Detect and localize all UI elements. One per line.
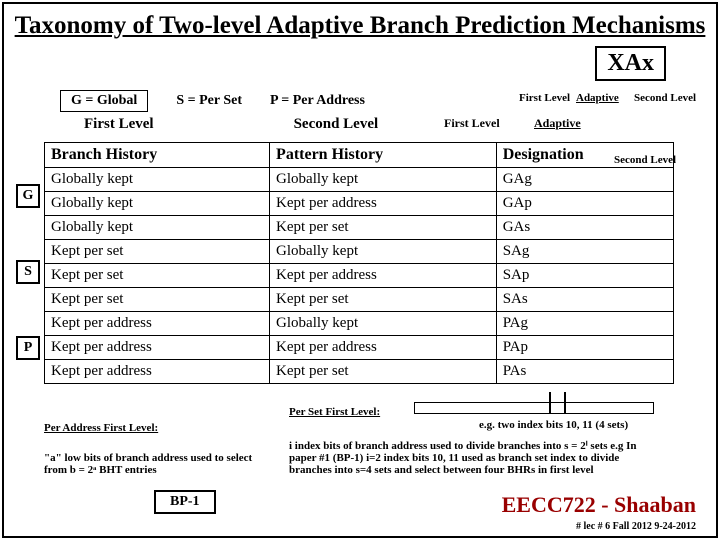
side-p: P xyxy=(16,336,40,360)
table-cell: Globally kept xyxy=(45,192,270,216)
legend-row: G = Global S = Per Set P = Per Address xyxy=(60,90,365,112)
xax-box: XAx xyxy=(595,46,666,81)
table-cell: Globally kept xyxy=(45,168,270,192)
table-cell: Kept per set xyxy=(45,288,270,312)
course-label: EECC722 - Shaaban xyxy=(502,492,696,518)
second-level-header: Second Level xyxy=(294,116,379,133)
table-cell: Globally kept xyxy=(45,216,270,240)
page-title: Taxonomy of Two-level Adaptive Branch Pr… xyxy=(4,4,716,41)
table-row: Kept per addressKept per setPAs xyxy=(45,360,674,384)
legend-s: S = Per Set xyxy=(176,93,242,109)
main-frame: Taxonomy of Two-level Adaptive Branch Pr… xyxy=(2,2,718,538)
table-cell: Kept per set xyxy=(270,288,497,312)
table-cell: Kept per address xyxy=(270,192,497,216)
table-header: Designation xyxy=(496,143,673,168)
table-cell: Kept per set xyxy=(270,216,497,240)
side-s: S xyxy=(16,260,40,284)
table-cell: SAp xyxy=(496,264,673,288)
table-cell: GAp xyxy=(496,192,673,216)
table-row: Globally keptGlobally keptGAg xyxy=(45,168,674,192)
table-cell: Globally kept xyxy=(270,168,497,192)
eg-mark-1 xyxy=(549,392,551,414)
table-header: Pattern History xyxy=(270,143,497,168)
legend-g: G = Global xyxy=(60,90,148,112)
legend-p: P = Per Address xyxy=(270,93,365,109)
table-cell: Globally kept xyxy=(270,312,497,336)
table-cell: Kept per address xyxy=(45,336,270,360)
table-cell: SAg xyxy=(496,240,673,264)
table-cell: Kept per set xyxy=(45,240,270,264)
table-cell: Kept per address xyxy=(45,360,270,384)
table-cell: Kept per address xyxy=(270,264,497,288)
table-cell: PAp xyxy=(496,336,673,360)
eg-mark-2 xyxy=(564,392,566,414)
side-labels: G S P xyxy=(16,184,40,360)
table-row: Kept per addressGlobally keptPAg xyxy=(45,312,674,336)
table-cell: SAs xyxy=(496,288,673,312)
bp1-box: BP-1 xyxy=(154,490,216,514)
first-level-header: First Level xyxy=(84,116,154,133)
adaptive-label-2: Adaptive xyxy=(534,116,581,131)
table-row: Globally keptKept per setGAs xyxy=(45,216,674,240)
first-level-label-1: First Level xyxy=(519,92,570,104)
header-row: First Level Second Level xyxy=(84,116,378,133)
table-cell: GAs xyxy=(496,216,673,240)
table-cell: Kept per set xyxy=(270,360,497,384)
per-address-text: "a" low bits of branch address used to s… xyxy=(44,452,254,476)
table-row: Kept per setKept per addressSAp xyxy=(45,264,674,288)
table-cell: PAg xyxy=(496,312,673,336)
table-cell: Kept per set xyxy=(45,264,270,288)
taxonomy-table: Branch HistoryPattern HistoryDesignation… xyxy=(44,142,674,384)
first-level-label-2: First Level xyxy=(444,116,500,131)
table-row: Kept per setGlobally keptSAg xyxy=(45,240,674,264)
table-row: Kept per setKept per setSAs xyxy=(45,288,674,312)
side-g: G xyxy=(16,184,40,208)
table-cell: Kept per address xyxy=(45,312,270,336)
table-cell: Globally kept xyxy=(270,240,497,264)
adaptive-label-1: Adaptive xyxy=(576,92,619,104)
eg-bitbox xyxy=(414,402,654,414)
eg-text: e.g. two index bits 10, 11 (4 sets) xyxy=(479,419,628,431)
per-set-title: Per Set First Level: xyxy=(289,406,380,418)
table-cell: Kept per address xyxy=(270,336,497,360)
second-level-label-1: Second Level xyxy=(634,92,696,104)
table-cell: PAs xyxy=(496,360,673,384)
lecture-label: # lec # 6 Fall 2012 9-24-2012 xyxy=(576,521,696,532)
table-row: Globally keptKept per addressGAp xyxy=(45,192,674,216)
per-set-text: i index bits of branch address used to d… xyxy=(289,439,639,476)
table-cell: GAg xyxy=(496,168,673,192)
table-row: Kept per addressKept per addressPAp xyxy=(45,336,674,360)
per-address-title: Per Address First Level: xyxy=(44,422,158,434)
table-header: Branch History xyxy=(45,143,270,168)
